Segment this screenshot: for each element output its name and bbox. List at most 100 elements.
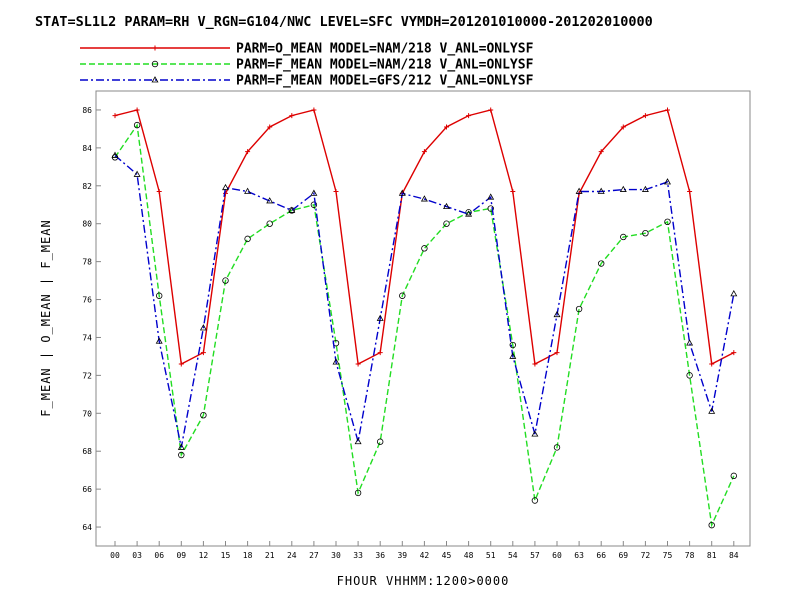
- data-point-marker: [155, 292, 163, 299]
- data-point-marker: [598, 149, 604, 155]
- x-tick-label: 39: [397, 551, 407, 560]
- data-point-marker: [288, 206, 296, 213]
- data-point-marker: [152, 45, 158, 51]
- data-point-marker: [642, 229, 649, 237]
- x-tick-label: 57: [530, 551, 540, 560]
- data-point-marker: [597, 187, 605, 194]
- x-tick-label: 09: [176, 551, 186, 560]
- data-point-marker: [377, 350, 383, 356]
- data-point-marker: [151, 60, 159, 68]
- y-tick-label: 74: [82, 333, 92, 342]
- data-point-marker: [553, 444, 561, 451]
- data-point-marker: [708, 407, 716, 414]
- data-point-marker: [222, 277, 229, 284]
- data-point-marker: [620, 124, 626, 130]
- data-point-marker: [244, 235, 251, 243]
- data-point-marker: [222, 183, 229, 191]
- x-tick-label: 30: [331, 551, 341, 560]
- data-point-marker: [398, 189, 406, 196]
- x-tick-label: 51: [486, 551, 496, 560]
- data-point-marker: [641, 185, 649, 192]
- legend-entry: PARM=O_MEAN MODEL=NAM/218 V_ANL=ONLYSF: [80, 42, 534, 57]
- data-point-marker: [245, 149, 251, 155]
- data-point-marker: [311, 107, 317, 113]
- x-tick-label: 27: [309, 551, 319, 560]
- x-tick-label: 75: [663, 551, 673, 560]
- x-tick-label: 18: [243, 551, 253, 560]
- data-point-marker: [598, 260, 605, 267]
- legend-label: PARM=O_MEAN MODEL=NAM/218 V_ANL=ONLYSF: [236, 42, 534, 57]
- data-point-marker: [244, 187, 252, 194]
- data-point-marker: [354, 489, 362, 497]
- plot-area-frame: [95, 90, 751, 547]
- data-point-marker: [509, 341, 516, 349]
- data-point-marker: [466, 113, 472, 119]
- data-point-marker: [620, 233, 627, 241]
- x-tick-label: 48: [464, 551, 474, 560]
- data-point-marker: [619, 185, 627, 192]
- data-point-marker: [575, 305, 583, 313]
- data-point-marker: [155, 337, 163, 344]
- series-line: [114, 109, 735, 366]
- x-tick-label: 63: [574, 551, 584, 560]
- data-point-marker: [510, 188, 516, 194]
- series-1: [112, 107, 737, 367]
- data-point-marker: [178, 361, 184, 367]
- x-tick-label: 81: [707, 551, 717, 560]
- data-point-marker: [289, 113, 295, 119]
- data-point-marker: [267, 124, 273, 130]
- data-point-marker: [487, 205, 494, 212]
- series-2: [111, 121, 737, 529]
- x-axis-title: FHOUR VHHMM:1200>0000: [337, 574, 510, 588]
- y-tick-label: 82: [82, 182, 92, 191]
- data-point-marker: [199, 324, 207, 331]
- x-tick-label: 54: [508, 551, 518, 560]
- y-tick-label: 76: [82, 296, 92, 305]
- legend-entry: PARM=F_MEAN MODEL=NAM/218 V_ANL=ONLYSF: [80, 58, 534, 73]
- data-point-marker: [354, 437, 362, 445]
- legend-entry: PARM=F_MEAN MODEL=GFS/212 V_ANL=ONLYSF: [80, 74, 534, 89]
- data-point-marker: [686, 372, 693, 379]
- y-tick-label: 68: [82, 447, 92, 456]
- data-point-marker: [665, 107, 670, 113]
- data-point-marker: [664, 218, 671, 226]
- series-line: [114, 154, 735, 448]
- data-point-marker: [664, 178, 671, 185]
- data-point-marker: [554, 350, 560, 356]
- data-point-marker: [531, 497, 539, 504]
- data-point-marker: [266, 220, 273, 227]
- data-point-marker: [642, 113, 648, 119]
- x-tick-label: 21: [265, 551, 275, 560]
- series-line: [114, 123, 735, 528]
- data-point-marker: [133, 170, 141, 177]
- y-tick-label: 84: [82, 144, 92, 153]
- data-point-marker: [332, 358, 340, 365]
- x-tick-label: 78: [685, 551, 695, 560]
- data-point-marker: [687, 188, 693, 194]
- data-point-marker: [151, 76, 159, 83]
- series-layer: [111, 107, 738, 529]
- data-point-marker: [421, 245, 428, 252]
- data-point-marker: [178, 451, 185, 459]
- data-point-marker: [376, 314, 384, 321]
- data-point-marker: [310, 201, 318, 208]
- data-point-marker: [421, 149, 427, 155]
- x-tick-label: 06: [154, 551, 164, 560]
- x-tick-label: 03: [132, 551, 142, 560]
- data-point-marker: [134, 107, 140, 113]
- data-point-marker: [509, 352, 517, 359]
- x-tick-label: 45: [442, 551, 452, 560]
- data-point-marker: [200, 350, 206, 356]
- y-tick-label: 86: [82, 106, 92, 115]
- y-tick-label: 66: [82, 485, 92, 494]
- data-point-marker: [532, 361, 538, 367]
- y-axis-title: F_MEAN | O_MEAN | F_MEAN: [39, 219, 53, 416]
- data-point-marker: [200, 411, 207, 419]
- data-point-marker: [465, 210, 473, 217]
- data-point-marker: [708, 521, 715, 529]
- data-point-marker: [377, 438, 384, 445]
- x-tick-label: 00: [110, 551, 120, 560]
- x-tick-label: 60: [552, 551, 562, 560]
- legend-label: PARM=F_MEAN MODEL=NAM/218 V_ANL=ONLYSF: [236, 58, 534, 73]
